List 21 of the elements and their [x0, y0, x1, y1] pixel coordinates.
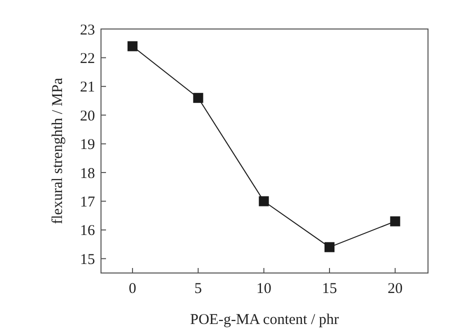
x-tick-label: 10	[256, 281, 272, 297]
y-tick-label: 17	[80, 194, 96, 210]
y-tick-label: 16	[80, 223, 96, 240]
point	[193, 92, 204, 103]
point	[128, 41, 138, 52]
y-tick-label: 21	[80, 80, 95, 96]
x-tick-label: 5	[194, 281, 202, 297]
x-tick-label: 0	[128, 281, 136, 297]
y-tick-label: 19	[80, 137, 95, 154]
point	[390, 216, 400, 226]
point	[258, 196, 269, 206]
x-axis-title: POE-g-MA content / phr	[190, 312, 339, 328]
y-tick-label: 23	[80, 22, 95, 38]
x-tick-label: 20	[388, 281, 403, 297]
x-tick-label: 15	[322, 281, 338, 297]
y-tick-label: 22	[80, 50, 95, 67]
y-tick-label: 18	[80, 166, 95, 182]
point	[324, 242, 335, 252]
y-tick-label: 15	[80, 252, 95, 268]
y-tick-label: 20	[80, 108, 95, 124]
y-axis-title: flexural strenghth / MPa	[50, 78, 66, 224]
